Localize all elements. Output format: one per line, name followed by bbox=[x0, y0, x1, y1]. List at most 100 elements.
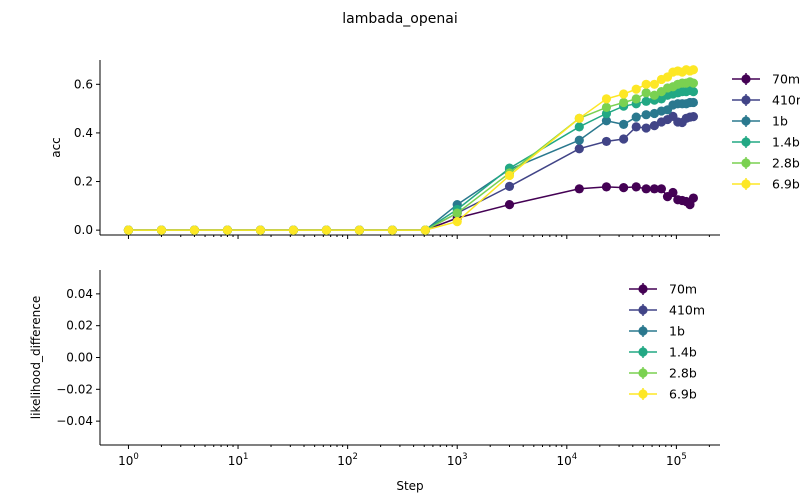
data-point-6-9b bbox=[641, 79, 651, 89]
data-point-70m bbox=[656, 184, 667, 194]
legend-marker bbox=[638, 326, 648, 336]
y-tick-label: 0.0 bbox=[74, 223, 93, 237]
chart-likelihood-difference: 0.04 0.02 0.00 −0.02 −0.04 100 101 102 103 104 105… bbox=[29, 270, 720, 493]
x-tick-label: 102 bbox=[337, 452, 358, 468]
legend-marker bbox=[638, 389, 648, 399]
y-tick-label: −0.04 bbox=[56, 414, 93, 428]
data-point-70m bbox=[619, 183, 629, 193]
legend-marker bbox=[741, 179, 751, 189]
data-point-410m bbox=[641, 123, 651, 133]
legend-marker bbox=[741, 158, 751, 168]
data-point-70m bbox=[601, 182, 612, 192]
data-point-1-4b bbox=[688, 86, 699, 97]
x-tick-label: 105 bbox=[666, 452, 687, 468]
data-point-410m bbox=[631, 122, 641, 132]
x-tick-label: 100 bbox=[118, 452, 139, 468]
data-point-6-9b bbox=[288, 225, 298, 235]
data-point-2-8b bbox=[649, 90, 660, 100]
legend-label-410m: 410m bbox=[669, 303, 705, 318]
data-point-1-4b bbox=[641, 96, 651, 106]
legend-marker bbox=[638, 284, 648, 294]
data-point-70m bbox=[504, 200, 515, 210]
data-point-6-9b bbox=[420, 225, 430, 235]
data-point-6-9b bbox=[452, 217, 462, 227]
data-point-6-9b bbox=[601, 94, 612, 104]
y-tick-label: 0.4 bbox=[74, 126, 93, 140]
data-point-1b bbox=[688, 97, 699, 108]
x-tick-label: 101 bbox=[228, 452, 249, 468]
data-point-6-9b bbox=[321, 225, 331, 235]
y-tick-label: 0.04 bbox=[66, 287, 93, 301]
data-point-410m bbox=[619, 134, 629, 144]
data-point-2-8b bbox=[641, 88, 651, 98]
data-point-6-9b bbox=[222, 225, 233, 235]
data-point-6-9b bbox=[688, 65, 699, 75]
data-point-6-9b bbox=[649, 79, 660, 89]
x-tick-label: 104 bbox=[556, 452, 577, 468]
data-point-410m bbox=[504, 181, 515, 191]
data-point-6-9b bbox=[123, 225, 134, 235]
data-point-1b bbox=[631, 112, 641, 122]
data-point-70m bbox=[688, 193, 699, 203]
legend-marker bbox=[741, 74, 751, 84]
series-line-410m bbox=[128, 115, 694, 231]
legend-marker bbox=[741, 137, 751, 147]
legend-marker bbox=[741, 95, 751, 105]
data-point-6-9b bbox=[619, 89, 629, 99]
data-point-1b bbox=[649, 108, 660, 119]
series-line-70m bbox=[128, 186, 695, 231]
legend-label-1-4b: 1.4b bbox=[772, 135, 800, 150]
data-point-410m bbox=[649, 121, 660, 131]
legend-label-1b: 1b bbox=[772, 114, 788, 129]
data-point-6-9b bbox=[189, 225, 200, 235]
legend-label-1b: 1b bbox=[669, 324, 685, 339]
data-point-2-8b bbox=[619, 97, 629, 108]
data-point-6-9b bbox=[354, 225, 364, 235]
data-point-6-9b bbox=[255, 225, 266, 235]
data-point-70m bbox=[641, 184, 651, 194]
legend-label-70m: 70m bbox=[669, 282, 697, 297]
data-point-6-9b bbox=[574, 113, 584, 123]
y-tick-label: 0.02 bbox=[66, 319, 93, 333]
legend-label-6-9b: 6.9b bbox=[772, 177, 800, 192]
data-point-6-9b bbox=[387, 225, 397, 235]
x-axis-label: Step bbox=[396, 479, 423, 493]
data-point-1-4b bbox=[574, 122, 584, 132]
y-tick-label: 0.00 bbox=[66, 351, 93, 365]
legend-label-2-8b: 2.8b bbox=[669, 366, 697, 381]
data-point-1b bbox=[641, 110, 651, 120]
data-point-1b bbox=[619, 119, 629, 130]
legend-marker bbox=[638, 347, 648, 357]
x-tick-label: 103 bbox=[447, 452, 468, 468]
figure-title: lambada_openai bbox=[342, 11, 457, 27]
legend-label-2-8b: 2.8b bbox=[772, 156, 800, 171]
legend-label-410m: 410m bbox=[772, 93, 800, 108]
y-tick-label: −0.02 bbox=[56, 382, 93, 396]
legend-marker bbox=[741, 116, 751, 126]
data-point-410m bbox=[601, 136, 612, 147]
y-axis-label: acc bbox=[49, 137, 63, 158]
y-axis-label: likelihood_difference bbox=[29, 296, 43, 419]
legend-label-70m: 70m bbox=[772, 72, 800, 87]
data-point-70m bbox=[574, 184, 584, 194]
data-point-410m bbox=[574, 144, 584, 154]
data-point-410m bbox=[688, 112, 699, 122]
data-point-2-8b bbox=[688, 78, 699, 88]
data-point-1b bbox=[574, 135, 584, 145]
data-point-70m bbox=[649, 184, 660, 194]
data-point-2-8b bbox=[452, 208, 462, 218]
data-point-6-9b bbox=[631, 84, 641, 94]
legend-marker bbox=[638, 305, 648, 315]
data-point-6-9b bbox=[504, 170, 515, 181]
data-point-70m bbox=[668, 187, 678, 198]
data-point-2-8b bbox=[631, 94, 641, 104]
y-tick-label: 0.6 bbox=[74, 77, 93, 91]
chart-acc: 0.0 0.2 0.4 0.6 acc 70m 410m 1b 1.4b 2.8b 6.9b bbox=[49, 60, 800, 239]
legend-label-1-4b: 1.4b bbox=[669, 345, 697, 360]
data-point-1b bbox=[601, 116, 612, 126]
data-point-6-9b bbox=[156, 225, 167, 235]
legend-label-6-9b: 6.9b bbox=[669, 387, 697, 402]
data-point-70m bbox=[631, 182, 641, 192]
legend-marker bbox=[638, 368, 648, 378]
